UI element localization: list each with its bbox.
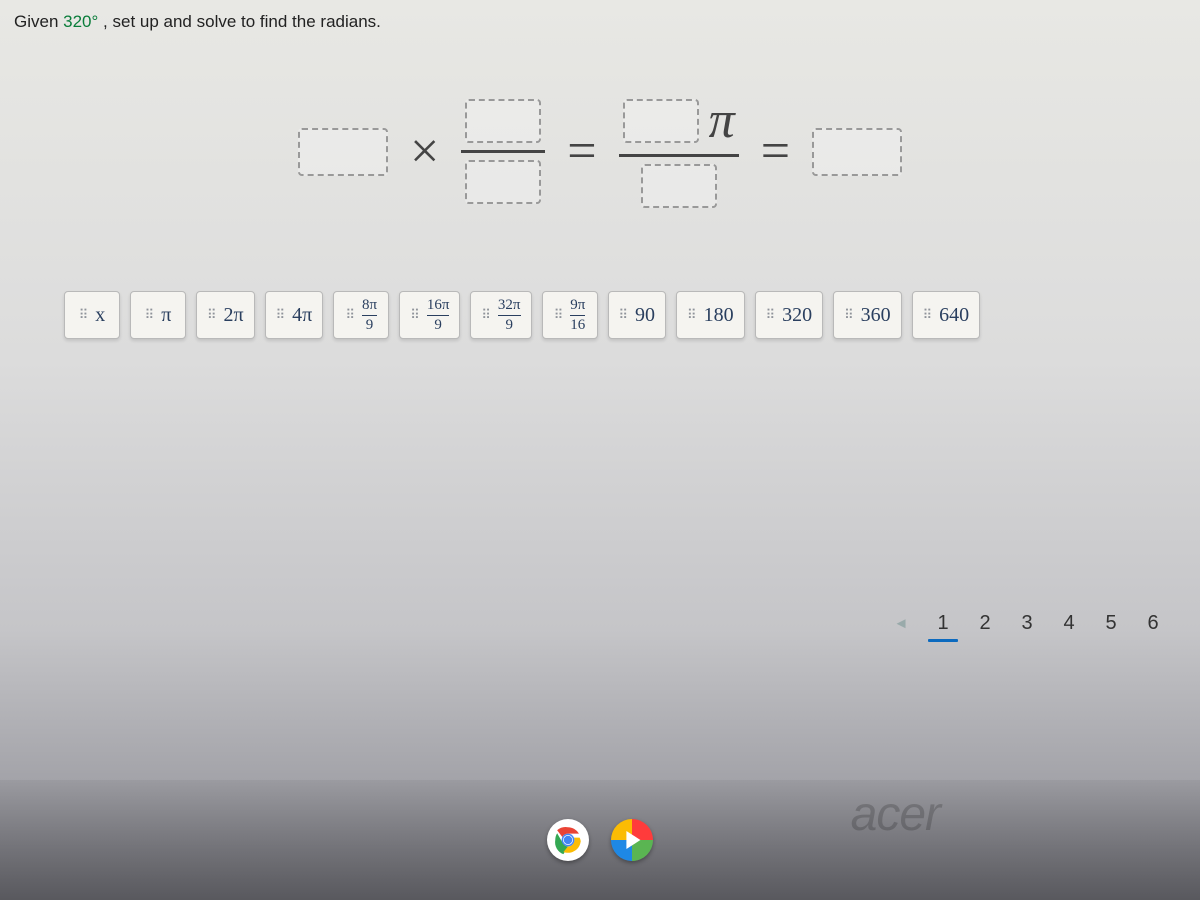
tile-denominator: 9 [434, 318, 442, 333]
tile-denominator: 9 [366, 318, 374, 333]
tile-denominator: 16 [570, 318, 585, 333]
tile-label: π [161, 304, 171, 327]
tile-denominator: 9 [505, 318, 513, 333]
question-degrees: 320° [63, 12, 98, 31]
drag-handle-icon: ⠿ [276, 311, 285, 319]
pager: ◄123456 [880, 606, 1174, 640]
tile-label: 360 [861, 304, 891, 327]
answer-tile[interactable]: ⠿x [64, 291, 120, 339]
tile-numerator: 32π [498, 298, 521, 313]
question-prefix: Given [14, 12, 63, 31]
pager-page[interactable]: 6 [1132, 606, 1174, 640]
answer-tile[interactable]: ⠿9π16 [542, 291, 598, 339]
drag-handle-icon: ⠿ [844, 311, 853, 319]
answer-tile[interactable]: ⠿ 180 [676, 291, 745, 339]
drop-zone-leading[interactable] [298, 128, 388, 176]
equals-operator-1: = [567, 122, 596, 181]
tile-fraction-bar [498, 315, 521, 316]
drag-handle-icon: ⠿ [410, 311, 419, 319]
pager-page[interactable]: 2 [964, 606, 1006, 640]
tile-numerator: 9π [570, 298, 585, 313]
tile-label: 2π [224, 304, 244, 327]
tile-fraction: 9π16 [570, 298, 585, 333]
question-text: Given 320° , set up and solve to find th… [0, 0, 1200, 32]
answer-tile[interactable]: ⠿ 4π [265, 291, 324, 339]
question-suffix: , set up and solve to find the radians. [103, 12, 381, 31]
equation-row: × = π = [20, 92, 1180, 211]
answer-tile[interactable]: ⠿π [130, 291, 186, 339]
answer-tile[interactable]: ⠿ 90 [608, 291, 667, 339]
drag-handle-icon: ⠿ [766, 311, 775, 319]
drag-handle-icon: ⠿ [619, 311, 628, 319]
pager-prev[interactable]: ◄ [880, 606, 922, 640]
equals-operator-2: = [761, 122, 790, 181]
answer-tile[interactable]: ⠿ 360 [833, 291, 902, 339]
pager-page[interactable]: 3 [1006, 606, 1048, 640]
tile-numerator: 16π [427, 298, 450, 313]
answer-tile[interactable]: ⠿8π9 [333, 291, 389, 339]
taskbar [0, 780, 1200, 900]
pager-page[interactable]: 4 [1048, 606, 1090, 640]
drag-handle-icon: ⠿ [145, 311, 154, 319]
pager-page[interactable]: 1 [922, 606, 964, 640]
drag-handle-icon: ⠿ [79, 311, 88, 319]
pager-page[interactable]: 5 [1090, 606, 1132, 640]
tile-fraction: 8π9 [362, 298, 377, 333]
drop-zone-answer[interactable] [812, 128, 902, 176]
answer-tile[interactable]: ⠿16π9 [399, 291, 460, 339]
tile-row: ⠿x⠿π⠿2π⠿4π⠿8π9⠿16π9⠿32π9⠿9π16⠿90⠿180⠿320… [20, 291, 1180, 339]
play-store-icon[interactable] [611, 819, 653, 861]
drop-zone-right-denominator[interactable] [641, 164, 717, 208]
fraction-bar [461, 150, 545, 153]
fraction-right: π [619, 92, 739, 211]
drop-zone-right-numerator[interactable] [623, 99, 699, 143]
answer-tile[interactable]: ⠿ 2π [196, 291, 255, 339]
tile-label: 90 [635, 304, 655, 327]
tile-fraction-bar [570, 315, 585, 316]
tile-label: 4π [292, 304, 312, 327]
answer-tile[interactable]: ⠿ 640 [912, 291, 981, 339]
tile-label: 180 [704, 304, 734, 327]
chrome-icon[interactable] [547, 819, 589, 861]
drag-handle-icon: ⠿ [923, 311, 932, 319]
tile-fraction: 16π9 [427, 298, 450, 333]
drop-zone-left-denominator[interactable] [465, 160, 541, 204]
tile-fraction: 32π9 [498, 298, 521, 333]
tile-label: x [95, 304, 105, 327]
tile-label: 640 [939, 304, 969, 327]
tile-fraction-bar [427, 315, 450, 316]
drag-handle-icon: ⠿ [687, 311, 696, 319]
answer-tile[interactable]: ⠿ 320 [755, 291, 824, 339]
fraction-left [461, 96, 545, 207]
drop-zone-left-numerator[interactable] [465, 99, 541, 143]
drag-handle-icon: ⠿ [345, 311, 354, 319]
times-operator: × [410, 122, 439, 181]
workspace: × = π = ⠿x⠿π⠿2π⠿4π⠿8π9⠿16π9⠿32π9⠿9π16⠿90… [20, 92, 1180, 572]
drag-handle-icon: ⠿ [554, 311, 563, 319]
tile-label: 320 [782, 304, 812, 327]
pi-symbol: π [709, 95, 735, 147]
drag-handle-icon: ⠿ [481, 311, 490, 319]
answer-tile[interactable]: ⠿32π9 [470, 291, 531, 339]
drag-handle-icon: ⠿ [207, 311, 216, 319]
tile-numerator: 8π [362, 298, 377, 313]
fraction-bar [619, 154, 739, 157]
tile-fraction-bar [362, 315, 377, 316]
